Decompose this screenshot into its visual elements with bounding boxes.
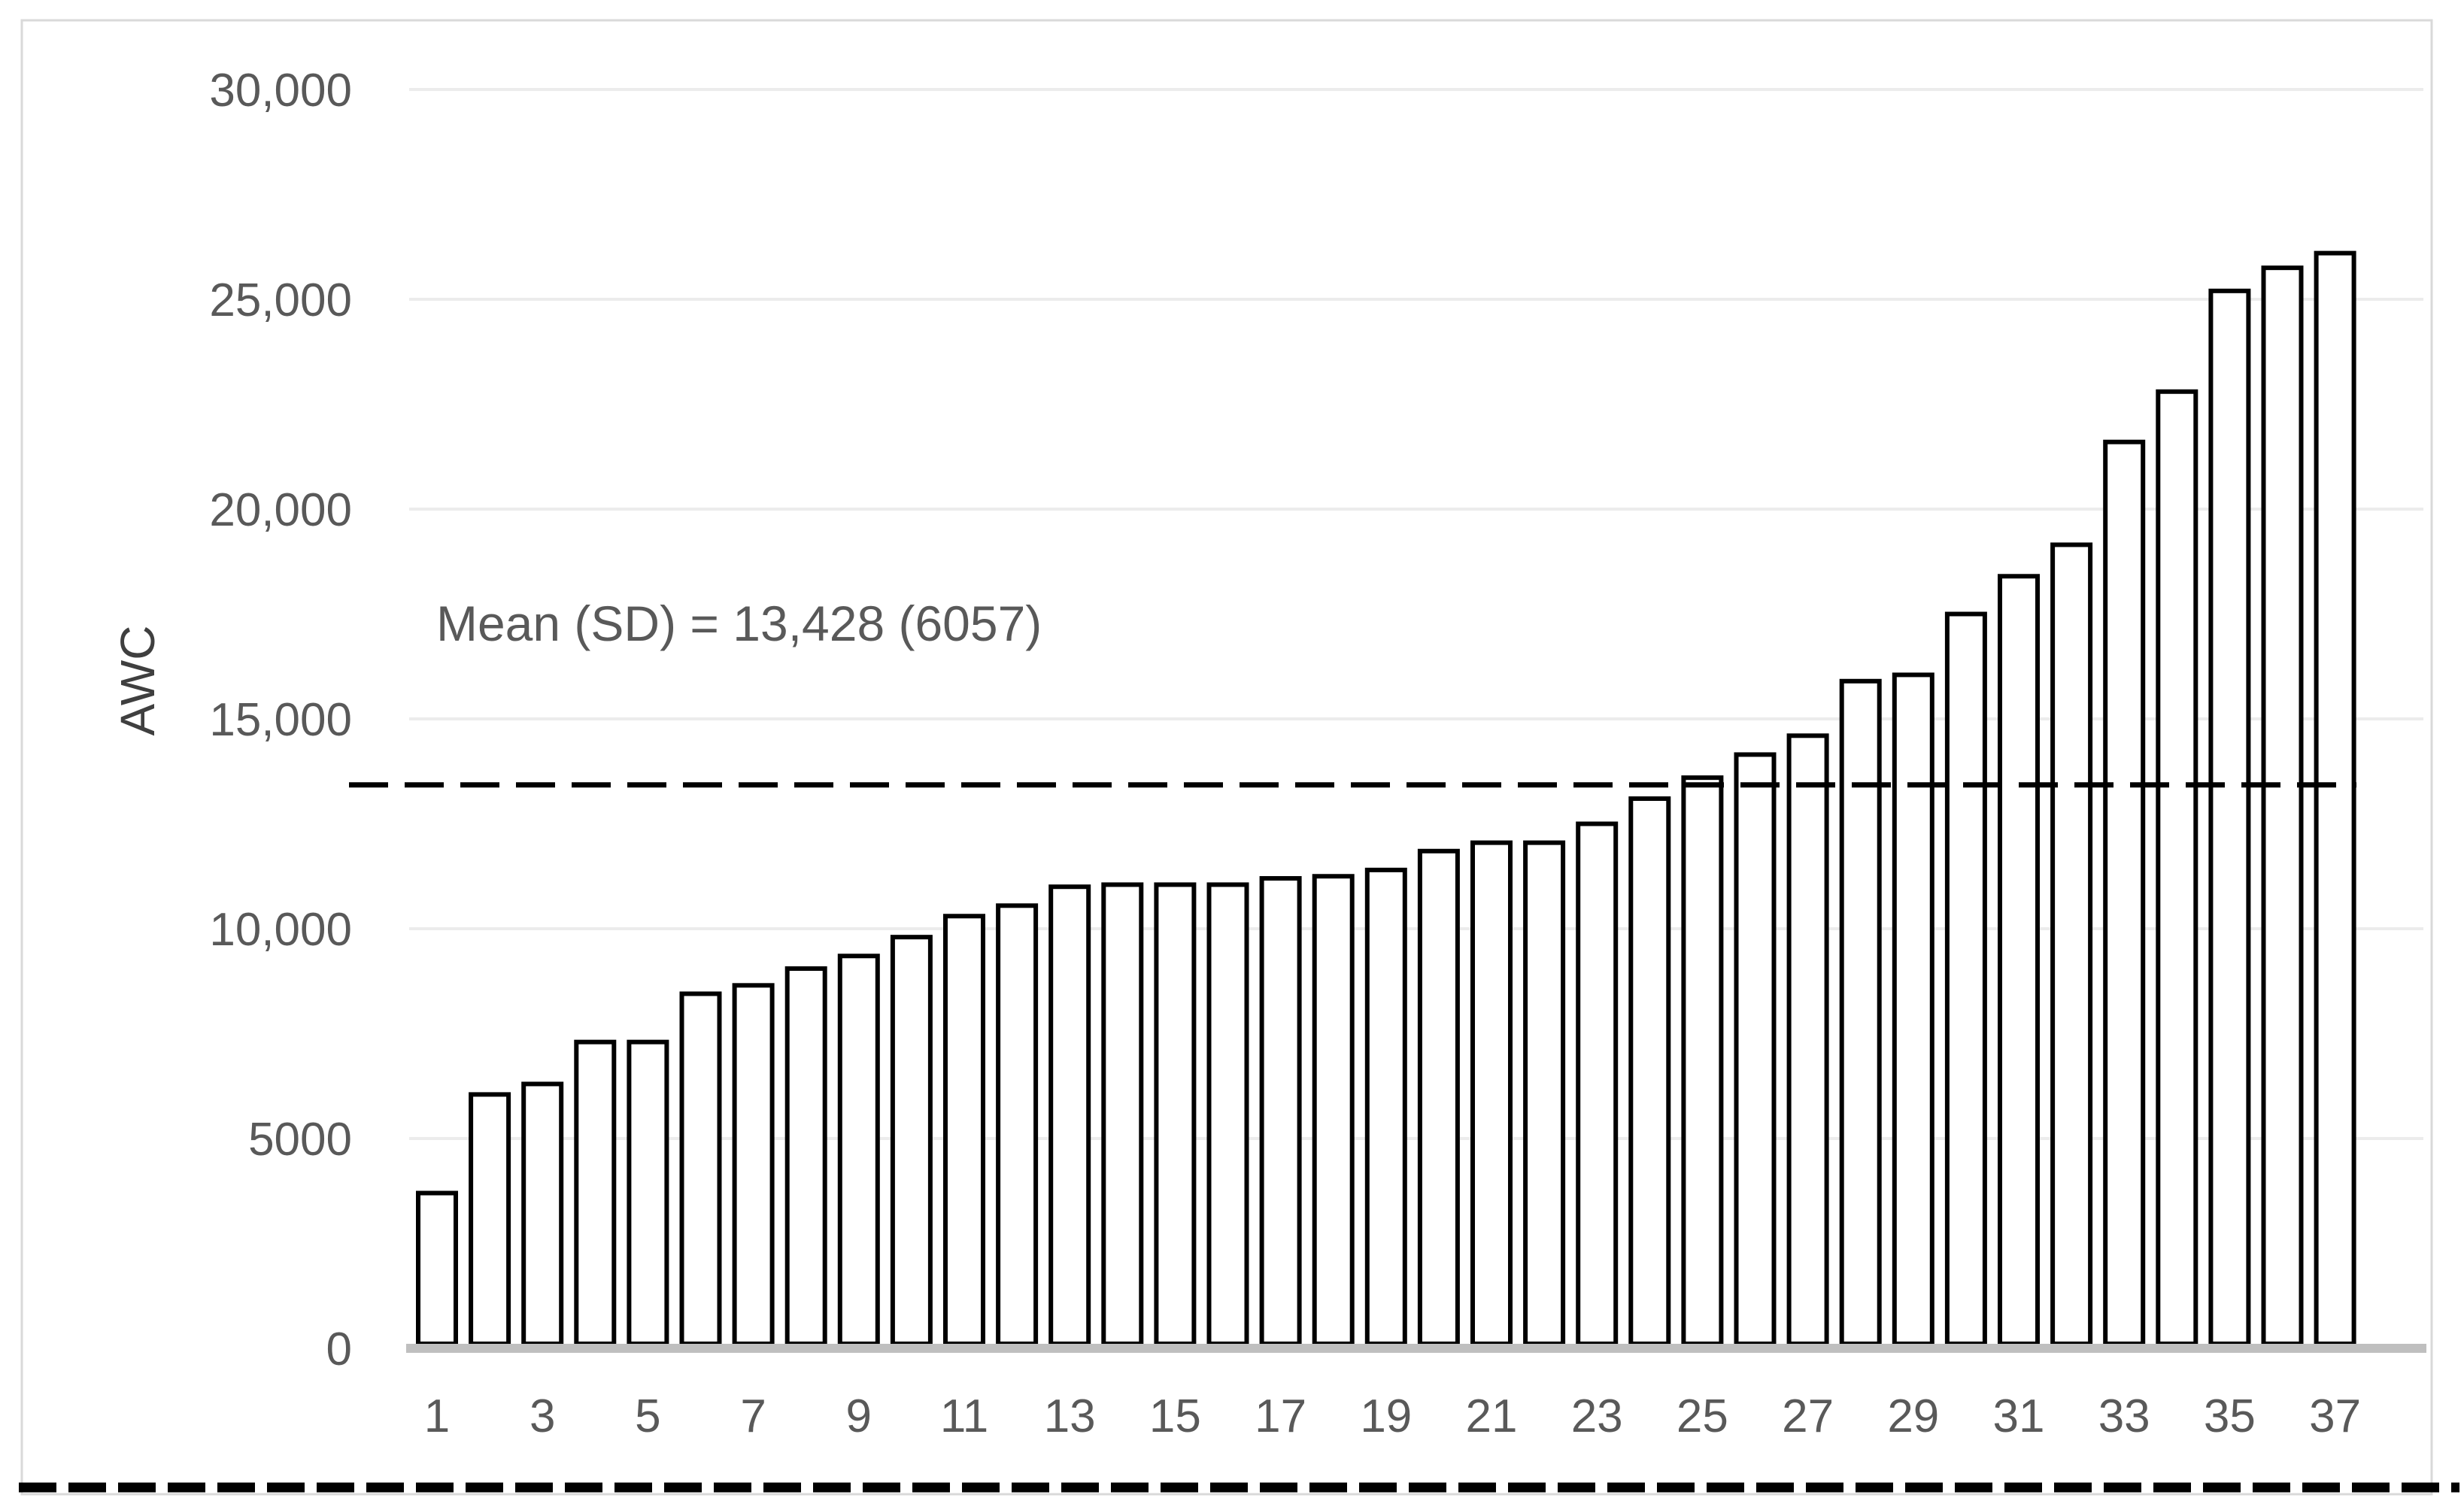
bar-4	[574, 1039, 617, 1347]
x-tick-label: 15	[1149, 1390, 1201, 1442]
bar-26	[1734, 752, 1777, 1346]
x-tick-label: 7	[740, 1390, 766, 1442]
bar-29	[1892, 672, 1934, 1346]
y-tick-label: 25,000	[209, 274, 352, 326]
bar-17	[1259, 876, 1302, 1347]
x-tick-label: 27	[1782, 1390, 1834, 1442]
bar-25	[1681, 775, 1724, 1346]
x-tick-label: 31	[1993, 1390, 2045, 1442]
bar-10	[890, 935, 933, 1347]
reference-lines-layer	[349, 782, 2426, 1353]
bar-8	[784, 966, 827, 1346]
bar-14	[1101, 882, 1144, 1347]
y-tick-label: 15,000	[209, 694, 352, 746]
x-tick-label: 29	[1887, 1390, 1939, 1442]
x-tick-label: 11	[940, 1390, 988, 1442]
x-tick-label: 23	[1571, 1390, 1623, 1442]
bar-33	[2103, 439, 2146, 1346]
bar-28	[1839, 678, 1882, 1346]
x-tick-label: 33	[2098, 1390, 2150, 1442]
bar-7	[732, 983, 775, 1346]
bar-22	[1523, 840, 1566, 1346]
bar-5	[627, 1039, 669, 1347]
y-tick-label: 20,000	[209, 484, 352, 536]
x-tick-label: 9	[846, 1390, 872, 1442]
bar-16	[1206, 882, 1249, 1347]
y-tick-label: 0	[326, 1324, 352, 1375]
y-tick-label: 5000	[248, 1114, 352, 1166]
x-tick-label: 25	[1677, 1390, 1728, 1442]
bar-11	[943, 914, 985, 1346]
bar-19	[1364, 867, 1407, 1346]
bar-9	[837, 954, 880, 1346]
mean-annotation: Mean (SD) = 13,428 (6057)	[436, 596, 1042, 651]
bar-21	[1470, 840, 1513, 1346]
bar-31	[1998, 574, 2040, 1346]
bar-36	[2261, 265, 2304, 1346]
bar-20	[1417, 848, 1460, 1346]
y-tick-label: 30,000	[209, 65, 352, 117]
y-axis-title: AWC	[111, 626, 165, 736]
bar-1	[416, 1190, 458, 1347]
bar-27	[1786, 733, 1829, 1346]
y-tick-label: 10,000	[209, 904, 352, 956]
x-tick-label: 17	[1255, 1390, 1306, 1442]
bar-2	[469, 1092, 511, 1347]
bar-32	[2050, 542, 2093, 1346]
x-tick-label: 1	[424, 1390, 450, 1442]
bars-layer	[416, 250, 2356, 1347]
bar-12	[996, 903, 1039, 1347]
bar-15	[1154, 882, 1197, 1347]
x-tick-label: 3	[530, 1390, 555, 1442]
bar-18	[1312, 874, 1355, 1346]
chart-border	[20, 19, 2433, 1496]
bar-37	[2314, 250, 2356, 1346]
bar-23	[1576, 821, 1619, 1346]
bar-24	[1628, 796, 1671, 1346]
x-tick-label: 21	[1466, 1390, 1518, 1442]
x-tick-label: 37	[2309, 1390, 2361, 1442]
x-tick-label: 13	[1044, 1390, 1096, 1442]
bar-13	[1048, 884, 1091, 1346]
x-tick-label: 19	[1360, 1390, 1412, 1442]
x-tick-label: 5	[635, 1390, 660, 1442]
bar-30	[1944, 611, 1987, 1346]
bar-6	[679, 991, 722, 1346]
bar-3	[521, 1081, 564, 1346]
bar-34	[2156, 389, 2198, 1346]
x-tick-label: 35	[2204, 1390, 2256, 1442]
bar-35	[2208, 288, 2251, 1347]
